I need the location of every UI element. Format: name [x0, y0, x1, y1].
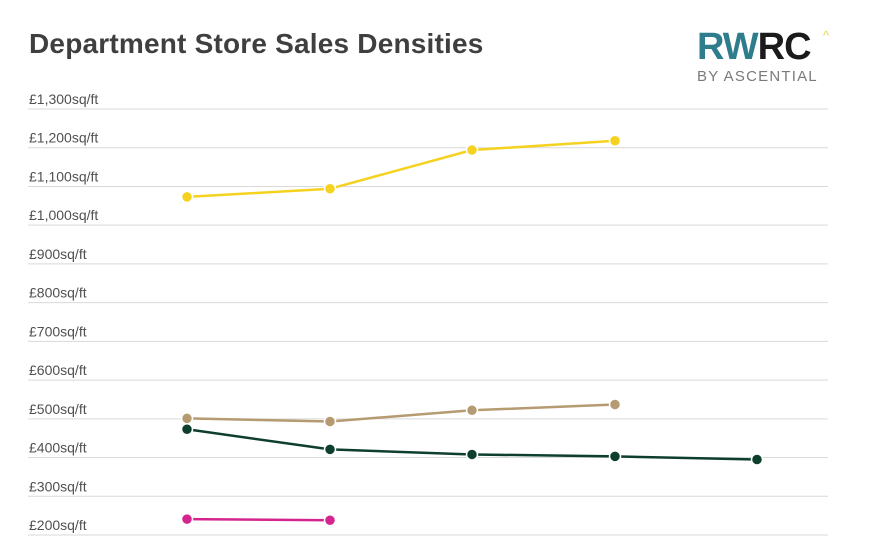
y-axis-tick-label: £700sq/ft — [29, 323, 87, 339]
data-point-marker[interactable] — [465, 448, 479, 461]
series-line — [180, 512, 337, 527]
y-axis-tick-label: £200sq/ft — [29, 517, 87, 533]
y-axis-tick-label: £600sq/ft — [29, 362, 87, 378]
data-point-marker[interactable] — [608, 134, 622, 148]
y-axis-tick-label: £300sq/ft — [29, 478, 87, 494]
logo-rw: RW — [697, 26, 759, 68]
chart-title: Department Store Sales Densities — [29, 28, 484, 59]
data-point-marker[interactable] — [750, 453, 764, 466]
series-line — [180, 398, 622, 428]
y-axis-tick-label: £500sq/ft — [29, 401, 87, 417]
y-axis-tick-label: £1,100sq/ft — [29, 168, 98, 184]
data-point-marker[interactable] — [180, 512, 194, 526]
data-point-marker[interactable] — [180, 423, 194, 436]
logo-caret-icon: ^ — [823, 28, 830, 43]
y-axis-tick-label: £800sq/ft — [29, 285, 87, 301]
data-point-marker[interactable] — [465, 404, 479, 417]
y-axis-tick-label: £900sq/ft — [29, 246, 87, 262]
data-point-marker[interactable] — [465, 143, 479, 157]
logo-wordmark: RWRC — [697, 28, 837, 66]
y-axis-tick-label: £1,200sq/ft — [29, 130, 98, 146]
rwrc-logo: RWRC ^ BY ASCENTIAL — [697, 28, 837, 88]
data-point-marker[interactable] — [180, 412, 194, 425]
data-point-marker[interactable] — [323, 415, 337, 428]
series-line — [180, 134, 622, 204]
data-point-marker[interactable] — [608, 398, 622, 411]
data-point-marker[interactable] — [608, 450, 622, 463]
logo-rc: RC — [757, 26, 812, 68]
data-point-marker[interactable] — [323, 514, 337, 527]
logo-subtitle: BY ASCENTIAL — [697, 68, 818, 85]
data-point-marker[interactable] — [180, 190, 194, 204]
y-axis-tick-label: £1,000sq/ft — [29, 207, 98, 223]
series-line — [180, 423, 764, 466]
data-point-marker[interactable] — [323, 443, 337, 456]
data-point-marker[interactable] — [323, 182, 337, 196]
y-axis-tick-label: £1,300sq/ft — [29, 91, 98, 107]
y-axis-tick-label: £400sq/ft — [29, 440, 87, 456]
